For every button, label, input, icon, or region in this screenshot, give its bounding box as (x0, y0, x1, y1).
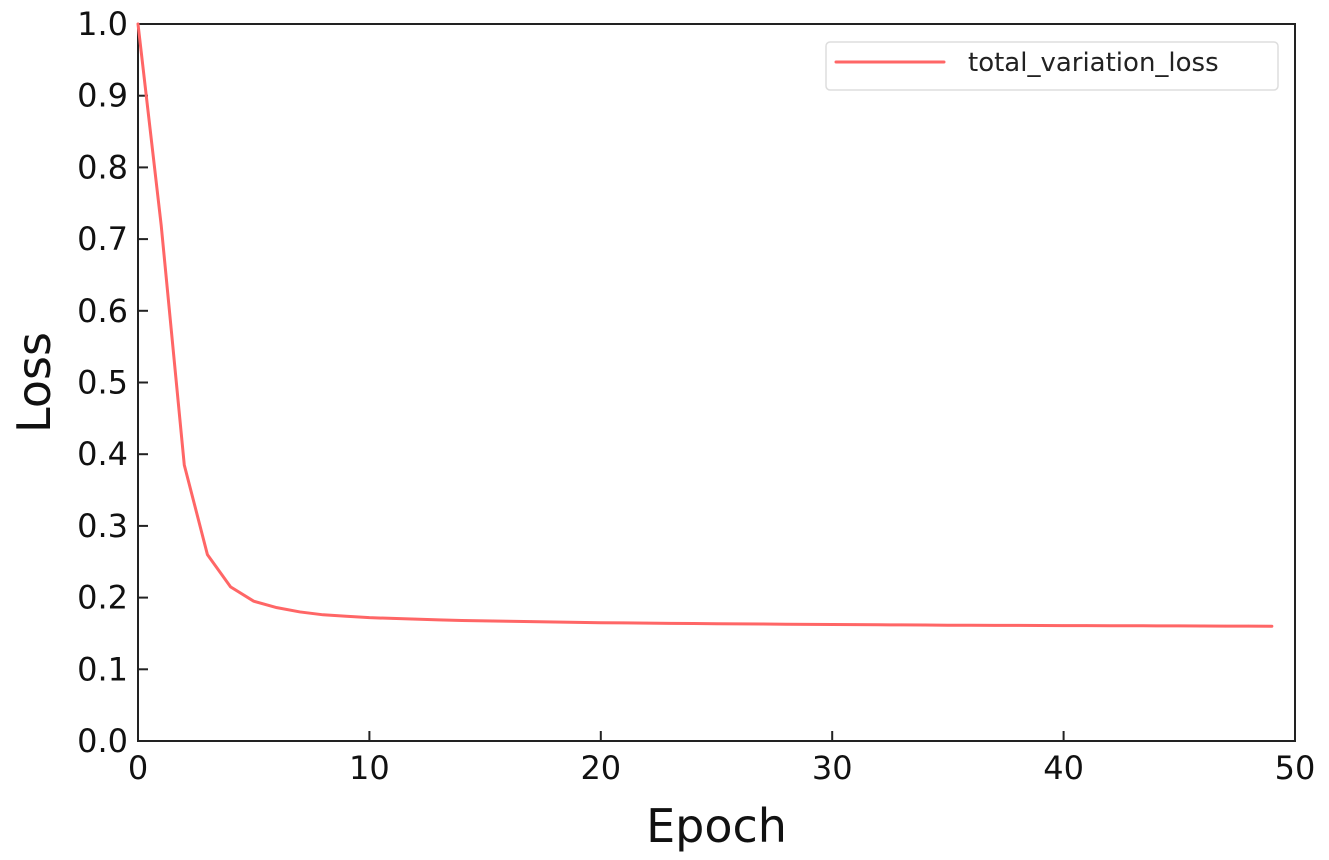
data-point (1247, 624, 1250, 628)
y-tick-label: 0.8 (77, 148, 128, 186)
x-tick-label: 30 (812, 749, 853, 787)
data-point (1270, 625, 1274, 628)
data-point (1178, 624, 1181, 628)
data-point (159, 223, 163, 226)
data-point (854, 623, 857, 626)
legend-box (825, 41, 1279, 91)
y-tick-label: 0.3 (77, 507, 128, 545)
data-point (183, 463, 186, 467)
x-tick-label: 10 (349, 749, 390, 787)
data-point (553, 620, 556, 624)
y-tick-label: 0.2 (77, 579, 128, 617)
data-point (877, 623, 880, 626)
data-point (1154, 624, 1158, 628)
data-point (1201, 624, 1204, 628)
data-point (599, 621, 602, 624)
y-tick-label: 1.0 (77, 5, 128, 43)
y-tick-label: 0.0 (77, 722, 128, 760)
data-point (645, 621, 649, 625)
data-point (252, 599, 255, 603)
data-point (1108, 624, 1112, 627)
y-tick-label: 0.7 (77, 220, 128, 258)
y-tick-label: 0.5 (77, 364, 128, 402)
data-point (1131, 624, 1135, 627)
x-tick-label: 50 (1275, 749, 1316, 787)
data-point (368, 616, 371, 619)
data-point (761, 622, 764, 626)
data-point (1016, 624, 1019, 627)
data-point (784, 623, 788, 626)
ticks-layer (137, 23, 1296, 742)
legend-label-total-variation-loss: total_variation_loss (968, 48, 1219, 78)
data-point (692, 622, 695, 625)
series-line-total-variation-loss (136, 22, 1274, 628)
x-tick-label: 0 (128, 749, 148, 787)
data-point (831, 623, 834, 626)
data-point (391, 617, 394, 620)
data-point (1224, 624, 1227, 628)
data-point (1039, 624, 1042, 627)
data-point (437, 618, 441, 622)
tick-labels-layer: 0 10 20 30 40 50 0.0 0.1 0.2 0.3 0.4 0.5 0.6 0.7 0.8 0.… (77, 5, 1315, 787)
data-point (738, 622, 741, 626)
data-point (946, 624, 950, 627)
data-point (136, 22, 140, 26)
data-point (206, 553, 209, 556)
data-point (298, 610, 302, 614)
x-tick-label: 20 (580, 749, 621, 787)
data-point (345, 615, 348, 618)
x-axis-title: Epoch (646, 799, 787, 853)
data-point (1062, 624, 1065, 627)
data-point (275, 606, 279, 609)
data-point (622, 621, 626, 625)
data-points-layer (136, 22, 1274, 628)
data-point (807, 623, 811, 626)
y-tick-label: 0.1 (77, 650, 128, 688)
y-axis-title: Loss (7, 332, 61, 433)
data-point (460, 619, 464, 622)
data-point (414, 617, 417, 621)
x-tick-label: 40 (1043, 749, 1084, 787)
data-point (969, 624, 973, 627)
data-point (715, 622, 718, 625)
y-tick-label: 0.4 (77, 435, 128, 473)
data-point (992, 624, 996, 627)
plot-frame (137, 23, 1296, 742)
data-point (900, 623, 903, 627)
data-point (229, 585, 232, 589)
y-tick-label: 0.9 (77, 77, 128, 115)
data-point (1085, 624, 1088, 627)
data-point (576, 621, 579, 624)
data-point (483, 619, 487, 623)
data-point (669, 622, 672, 625)
data-point (923, 623, 926, 627)
data-point (321, 613, 325, 617)
data-point (507, 620, 510, 623)
legend: total_variation_loss (825, 41, 1279, 91)
data-point (530, 620, 533, 623)
y-tick-label: 0.6 (77, 292, 128, 330)
